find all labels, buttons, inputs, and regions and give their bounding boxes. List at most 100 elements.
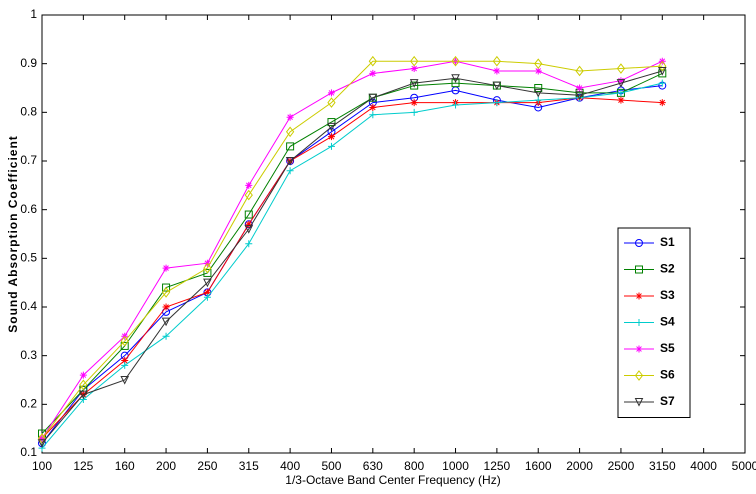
point-marker bbox=[533, 88, 543, 98]
y-tick-label: 0.7 bbox=[20, 153, 37, 167]
point-marker bbox=[451, 74, 460, 83]
point-marker bbox=[327, 142, 335, 150]
series-line bbox=[41, 60, 663, 439]
point-marker bbox=[658, 99, 666, 107]
x-axis-label: 1/3-Octave Band Center Frequency (Hz) bbox=[285, 473, 500, 487]
x-tick-label: 1000 bbox=[442, 459, 469, 473]
point-marker bbox=[327, 133, 335, 141]
point-marker bbox=[120, 341, 129, 350]
x-tick-label: 4000 bbox=[690, 459, 717, 473]
point-marker bbox=[161, 287, 171, 298]
point-marker bbox=[534, 67, 542, 75]
point-marker bbox=[409, 79, 419, 88]
point-marker bbox=[452, 101, 460, 109]
point-marker bbox=[162, 264, 170, 272]
legend-marker bbox=[634, 398, 644, 407]
point-marker bbox=[657, 66, 667, 76]
point-marker bbox=[121, 357, 129, 365]
point-marker bbox=[203, 293, 211, 301]
x-tick-label: 125 bbox=[73, 459, 93, 473]
point-marker bbox=[534, 58, 543, 69]
point-marker bbox=[120, 335, 129, 347]
point-marker bbox=[203, 262, 212, 274]
point-marker bbox=[79, 390, 88, 400]
legend-marker bbox=[635, 265, 643, 274]
point-marker bbox=[617, 89, 625, 97]
y-tick-label: 0.1 bbox=[20, 445, 37, 459]
point-marker bbox=[576, 84, 584, 92]
point-marker bbox=[286, 142, 295, 151]
legend-marker bbox=[635, 292, 643, 300]
point-marker bbox=[369, 111, 377, 119]
point-marker bbox=[327, 97, 336, 108]
point-marker bbox=[286, 167, 294, 175]
y-tick-label: 0.8 bbox=[20, 105, 37, 119]
point-marker bbox=[79, 371, 87, 379]
y-axis-label: Sound Absorption Coefficient bbox=[6, 135, 20, 333]
plot-frame bbox=[41, 14, 746, 454]
point-marker bbox=[285, 126, 295, 138]
point-marker bbox=[327, 122, 336, 132]
point-marker bbox=[616, 63, 626, 74]
point-marker bbox=[451, 55, 460, 67]
point-marker bbox=[245, 220, 253, 228]
legend-label: S4 bbox=[660, 315, 675, 329]
point-marker bbox=[368, 93, 378, 103]
x-tick-label: 1250 bbox=[484, 459, 511, 473]
legend-label: S5 bbox=[660, 341, 675, 355]
point-marker bbox=[244, 210, 253, 219]
legend-marker bbox=[635, 239, 643, 247]
point-marker bbox=[617, 96, 625, 104]
y-tick-label: 0.9 bbox=[20, 56, 37, 70]
point-marker bbox=[162, 283, 171, 292]
point-marker bbox=[410, 108, 418, 116]
series-line bbox=[41, 97, 663, 439]
x-tick-label: 160 bbox=[115, 459, 135, 473]
y-tick-label: 0.5 bbox=[20, 251, 37, 265]
point-marker bbox=[120, 376, 130, 385]
x-tick-label: 100 bbox=[32, 459, 52, 473]
point-marker bbox=[493, 99, 501, 107]
point-marker bbox=[492, 81, 502, 91]
x-tick-label: 500 bbox=[321, 459, 341, 473]
point-marker bbox=[203, 278, 212, 288]
point-marker bbox=[245, 240, 253, 248]
series-line bbox=[41, 60, 663, 439]
series-line bbox=[41, 70, 663, 444]
point-marker bbox=[658, 79, 666, 87]
legend-marker bbox=[635, 345, 643, 353]
point-marker bbox=[244, 225, 254, 234]
point-marker bbox=[161, 317, 171, 327]
point-marker bbox=[534, 96, 542, 104]
x-tick-label: 2500 bbox=[608, 459, 635, 473]
legend-label: S6 bbox=[660, 368, 675, 382]
legend-marker bbox=[634, 370, 644, 381]
point-marker bbox=[37, 439, 47, 448]
point-marker bbox=[203, 268, 212, 277]
point-marker bbox=[410, 99, 418, 107]
point-marker bbox=[286, 113, 294, 121]
point-marker bbox=[410, 81, 419, 90]
point-marker bbox=[285, 157, 295, 166]
point-marker bbox=[162, 303, 170, 311]
point-marker bbox=[121, 361, 129, 369]
point-marker bbox=[658, 60, 667, 72]
point-marker bbox=[410, 65, 418, 73]
y-tick-label: 0.2 bbox=[20, 397, 37, 411]
x-tick-label: 250 bbox=[197, 459, 217, 473]
y-tick-label: 0.4 bbox=[20, 299, 37, 313]
y-tick-label: 0.6 bbox=[20, 202, 37, 216]
point-marker bbox=[369, 69, 377, 77]
point-marker bbox=[368, 55, 377, 67]
legend-label: S1 bbox=[660, 235, 675, 249]
point-marker bbox=[79, 379, 88, 391]
point-marker bbox=[410, 55, 419, 67]
legend-label: S7 bbox=[660, 394, 675, 408]
point-marker bbox=[244, 189, 253, 201]
point-marker bbox=[203, 288, 211, 296]
point-marker bbox=[534, 84, 543, 92]
point-marker bbox=[493, 67, 501, 75]
point-marker bbox=[327, 89, 335, 97]
x-tick-label: 400 bbox=[280, 459, 300, 473]
